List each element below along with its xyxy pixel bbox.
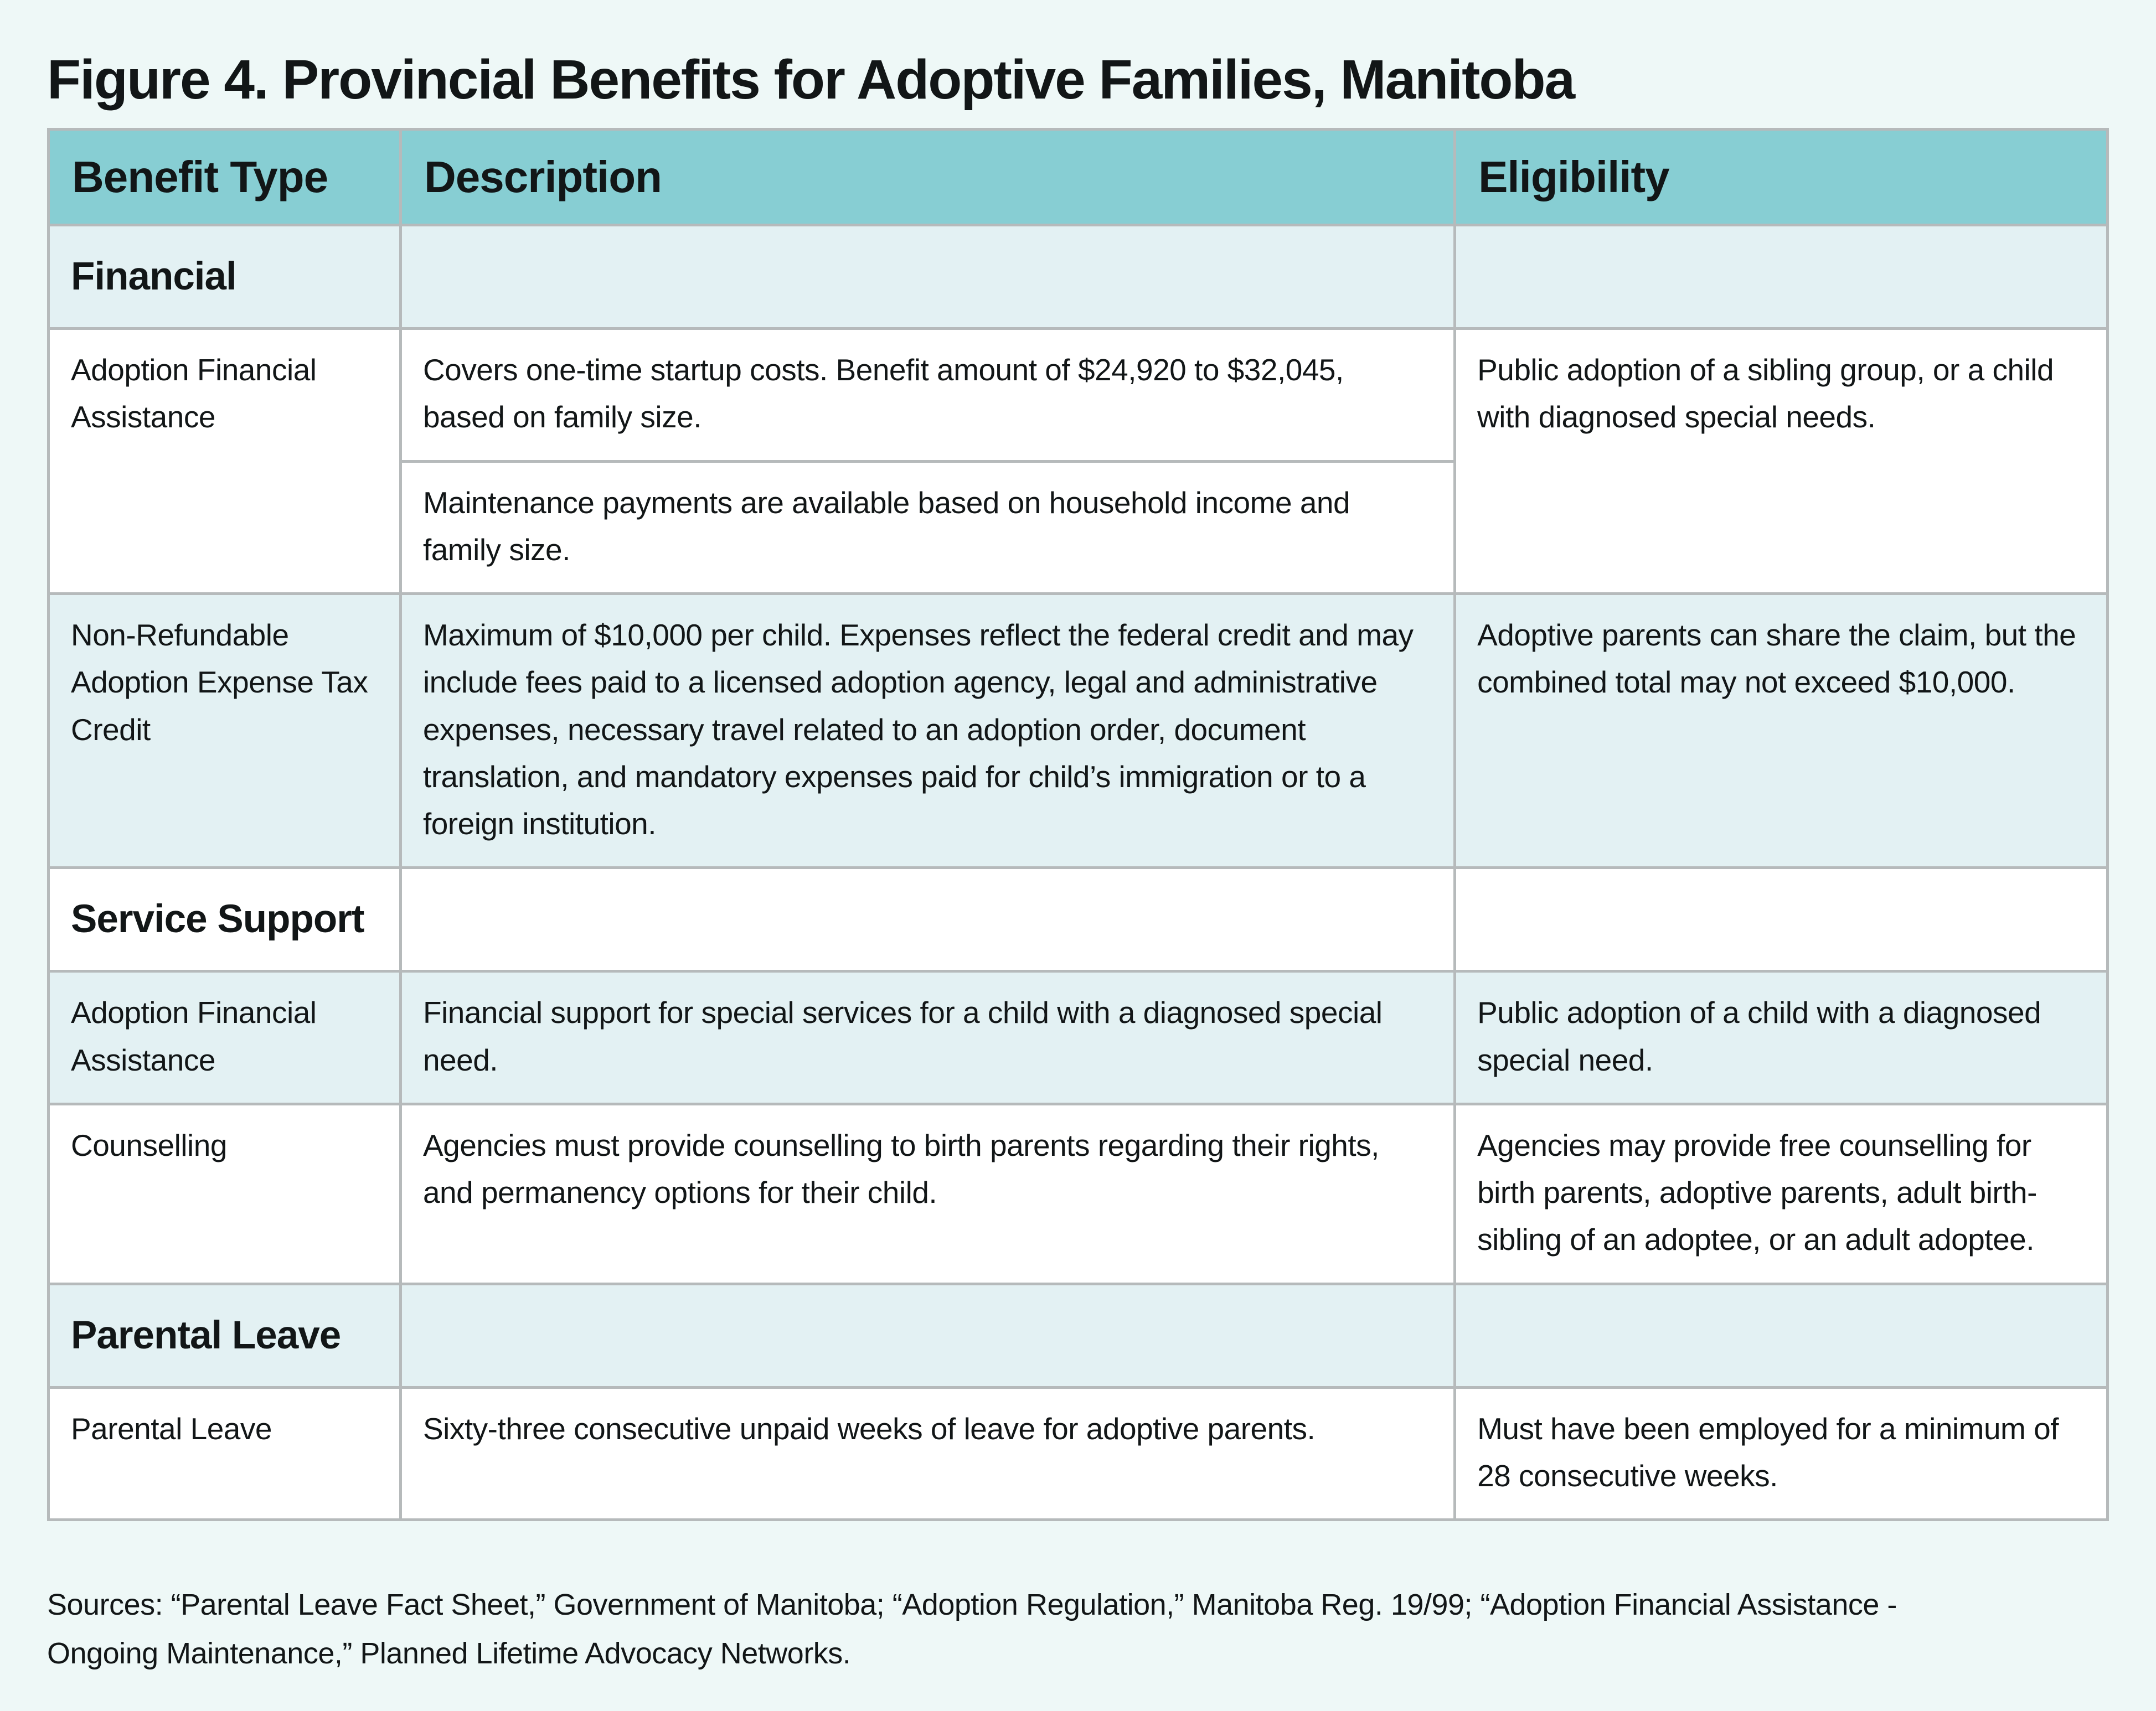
section-empty-description [399, 223, 1457, 330]
sources-line-1: Sources: “Parental Leave Fact Sheet,” Go… [47, 1588, 1897, 1622]
cell-eligibility-afa-service: Public adoption of a child with a diagno… [1453, 970, 2109, 1105]
row-adoption-financial-assistance-sub: Maintenance payments are available based… [49, 459, 2108, 596]
row-counselling: Counselling Agencies must provide counse… [47, 1102, 2109, 1285]
section-empty-eligibility [1453, 1282, 2109, 1389]
cell-description-startup-costs: Covers one-time startup costs. Benefit a… [399, 327, 1457, 463]
section-header-service-support: Service Support [47, 866, 402, 973]
cell-benefit-tax-credit: Non-Refundable Adoption Expense Tax Cred… [47, 592, 402, 870]
cell-eligibility-parental-leave: Must have been employed for a minimum of… [1453, 1386, 2109, 1522]
section-empty-eligibility [1453, 866, 2109, 973]
column-header-benefit-type: Benefit Type [47, 128, 402, 226]
cell-description-tax-credit: Maximum of $10,000 per child. Expenses r… [399, 592, 1457, 870]
section-empty-description [399, 1282, 1457, 1389]
cell-benefit-adoption-financial-assistance: Adoption Financial Assistance [47, 327, 402, 596]
cell-benefit-parental-leave: Parental Leave [47, 1386, 402, 1522]
cell-description-afa-service: Financial support for special services f… [399, 970, 1457, 1105]
row-tax-credit: Non-Refundable Adoption Expense Tax Cred… [47, 592, 2109, 870]
cell-eligibility-counselling: Agencies may provide free counselling fo… [1453, 1102, 2109, 1285]
cell-benefit-afa-service: Adoption Financial Assistance [47, 970, 402, 1105]
cell-benefit-counselling: Counselling [47, 1102, 402, 1285]
sources-note: Sources: “Parental Leave Fact Sheet,” Go… [47, 1581, 2109, 1678]
section-empty-description [399, 866, 1457, 973]
section-row-financial: Financial [47, 223, 2109, 330]
cell-description-parental-leave: Sixty-three consecutive unpaid weeks of … [399, 1386, 1457, 1522]
section-row-parental-leave: Parental Leave [47, 1282, 2109, 1389]
section-header-parental-leave: Parental Leave [47, 1282, 402, 1389]
row-adoption-financial-assistance: Adoption Financial Assistance Covers one… [47, 327, 2109, 596]
row-parental-leave: Parental Leave Sixty-three consecutive u… [47, 1386, 2109, 1522]
sources-line-2: Ongoing Maintenance,” Planned Lifetime A… [47, 1636, 851, 1670]
section-header-financial: Financial [47, 223, 402, 330]
table-header-row: Benefit Type Description Eligibility [47, 128, 2109, 226]
benefits-table: Benefit Type Description Eligibility Fin… [47, 128, 2109, 1522]
column-header-description: Description [399, 128, 1457, 226]
cell-description-maintenance-payments: Maintenance payments are available based… [399, 459, 1457, 596]
cell-description-counselling: Agencies must provide counselling to bir… [399, 1102, 1457, 1285]
cell-eligibility-tax-credit: Adoptive parents can share the claim, bu… [1453, 592, 2109, 870]
section-row-service-support: Service Support [47, 866, 2109, 973]
section-empty-eligibility [1453, 223, 2109, 330]
figure-title: Figure 4. Provincial Benefits for Adopti… [47, 49, 1575, 111]
column-header-eligibility: Eligibility [1453, 128, 2109, 226]
row-afa-service-support: Adoption Financial Assistance Financial … [47, 970, 2109, 1105]
cell-eligibility-sibling-group: Public adoption of a sibling group, or a… [1453, 327, 2109, 596]
